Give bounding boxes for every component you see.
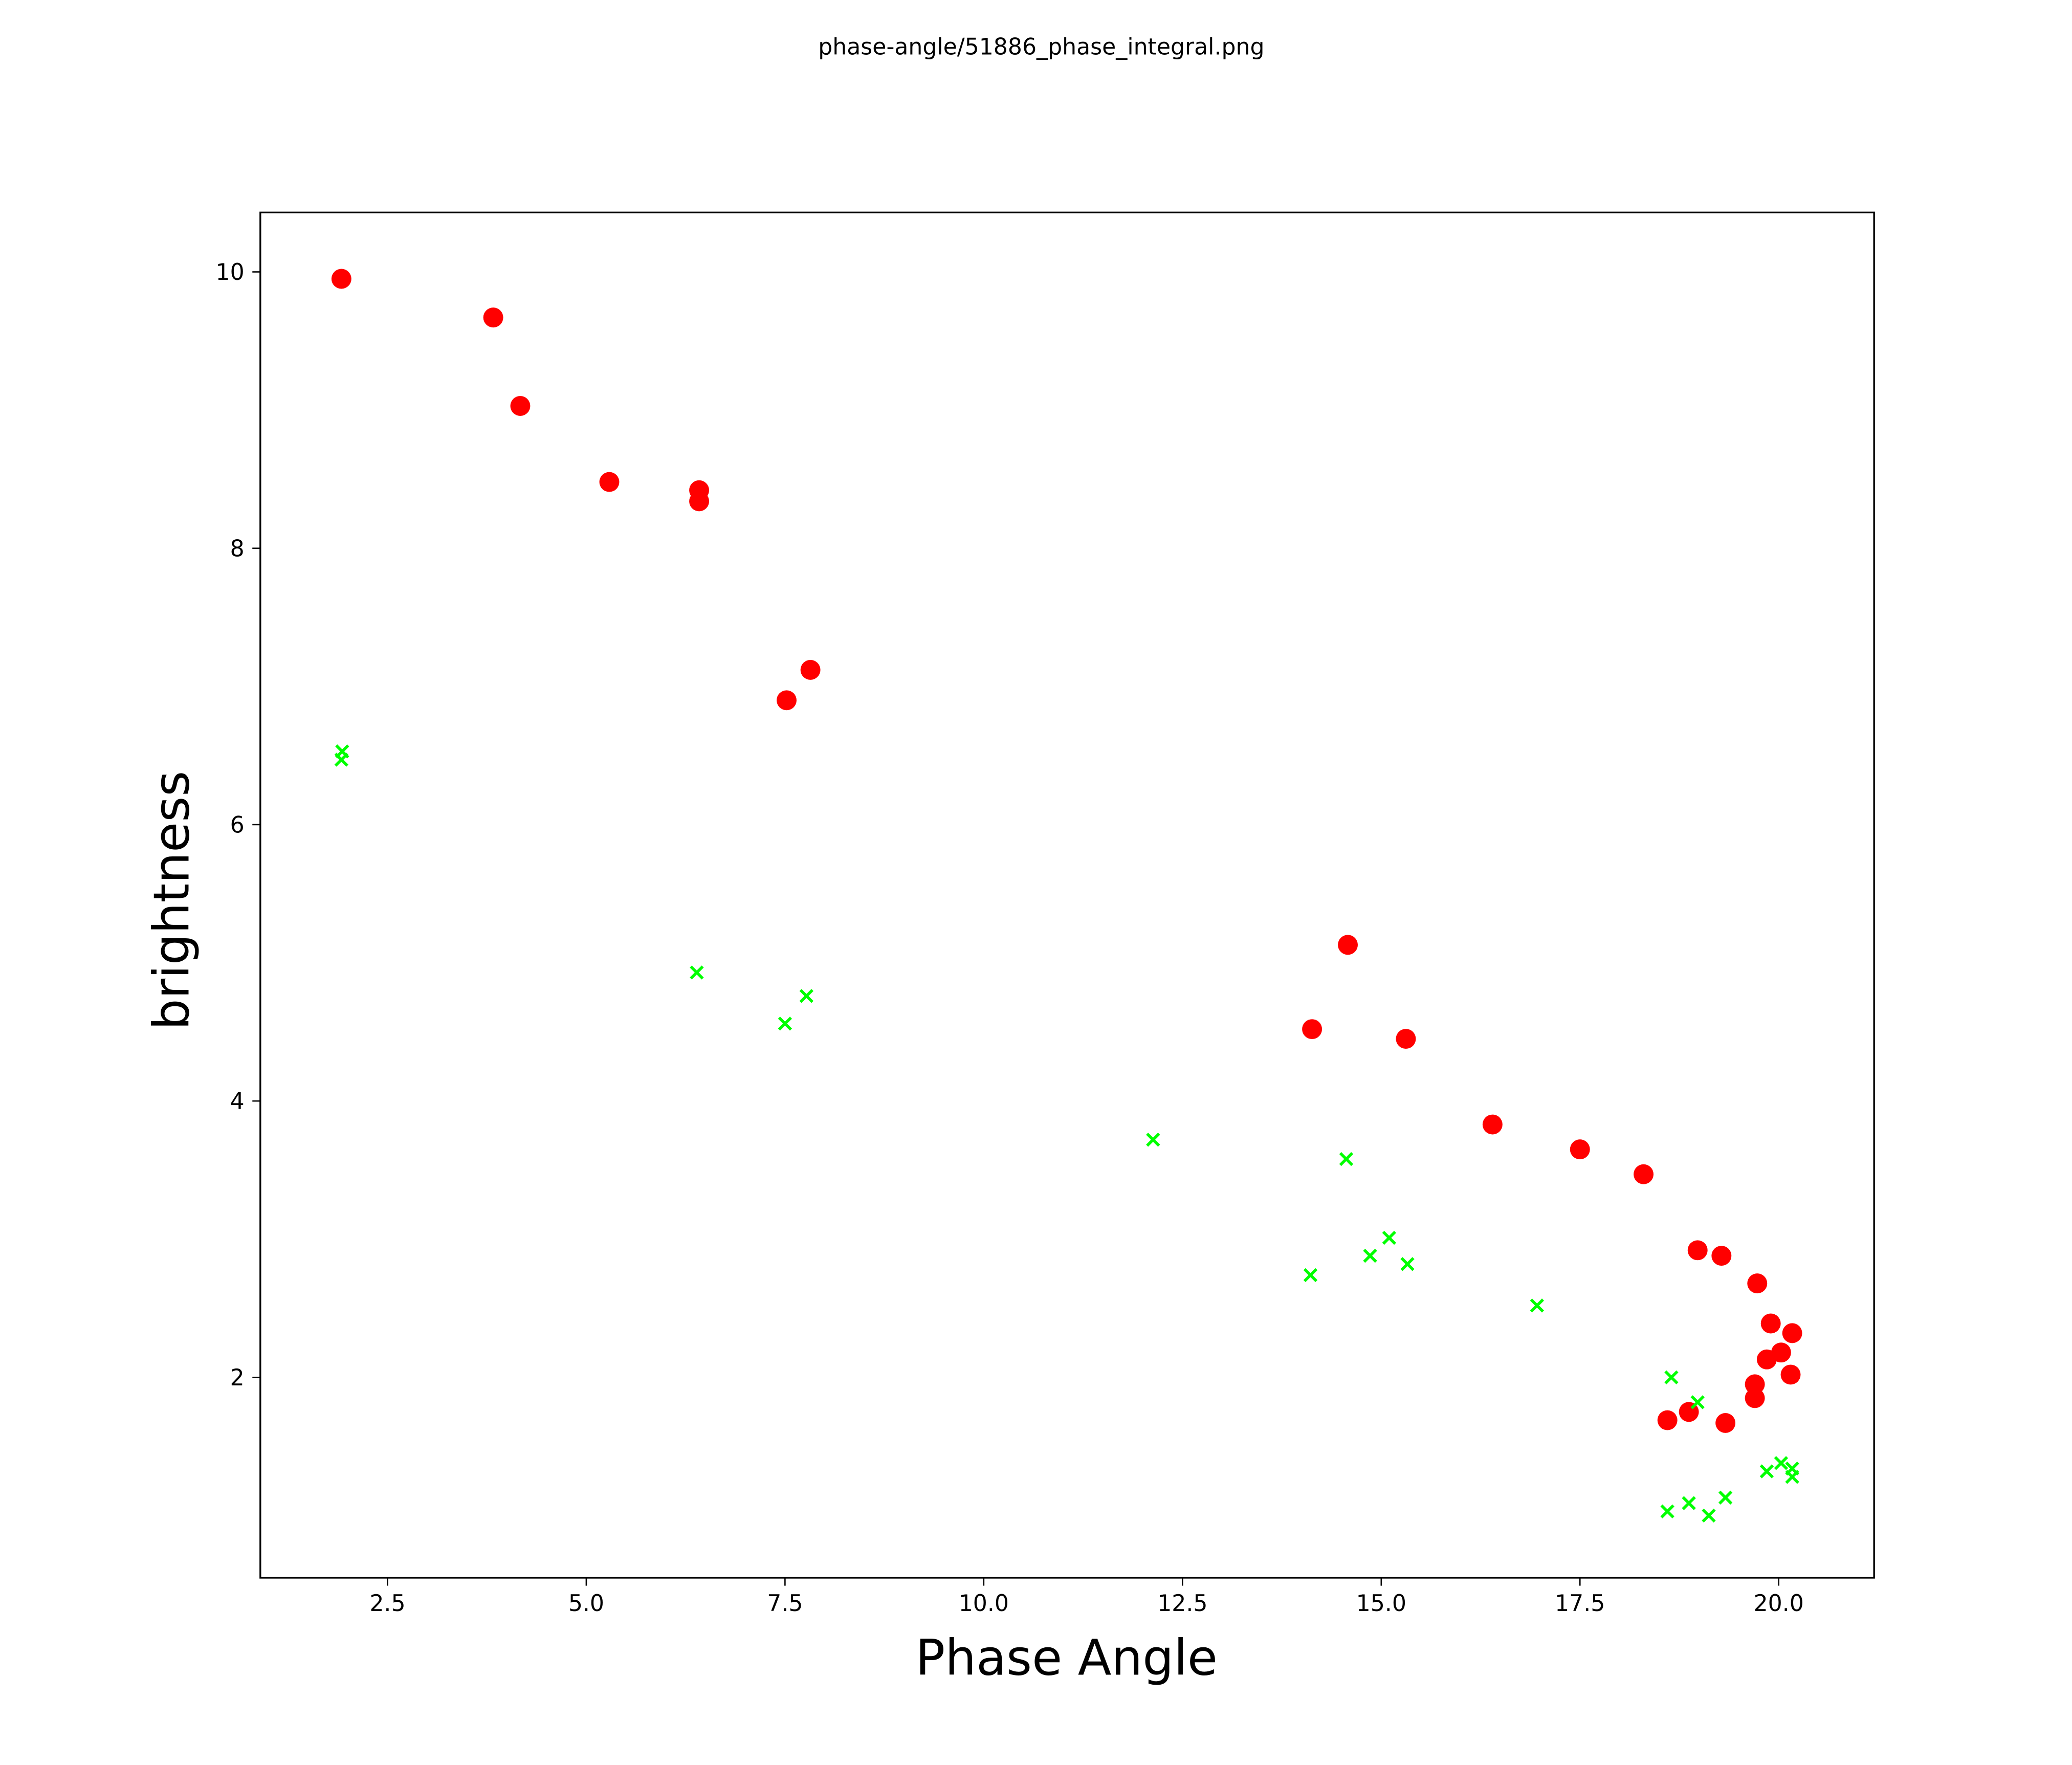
red-point [599,472,620,492]
data-points [331,269,1802,1523]
red-point [483,307,503,328]
x-tick-label: 5.0 [568,1591,604,1617]
green-x-point [1690,1395,1705,1409]
green-x-point [778,1017,792,1031]
red-point [510,396,531,416]
red-point [331,269,351,289]
red-point [800,659,821,680]
x-tick-label: 2.5 [369,1591,405,1617]
red-point [777,690,797,711]
x-tick-label: 15.0 [1356,1591,1406,1617]
red-point [1396,1029,1416,1049]
x-tick-label: 10.0 [959,1591,1009,1617]
red-point [1715,1413,1736,1433]
red-point [1482,1114,1503,1135]
red-point [1756,1349,1777,1370]
chart-title: phase-angle/51886_phase_integral.png [818,34,1264,60]
y-tick-label: 10 [216,259,245,285]
green-x-point [1363,1248,1377,1263]
red-point [1780,1364,1801,1385]
green-x-point [1774,1456,1789,1470]
green-x-point [1759,1464,1774,1479]
y-axis-label: brightness [143,771,201,1030]
green-x-point [1303,1268,1318,1283]
red-point [1782,1323,1802,1343]
red-point [1747,1273,1768,1294]
red-point [1302,1019,1322,1040]
green-x-point [1660,1504,1674,1519]
x-axis-label: Phase Angle [915,1629,1218,1686]
green-x-point [1702,1508,1716,1523]
green-x-point [1785,1470,1799,1484]
red-point [1711,1246,1732,1266]
red-point [1745,1374,1765,1395]
plot-frame [259,211,1875,1579]
y-tick-label: 6 [230,812,245,838]
x-tick-label: 17.5 [1555,1591,1605,1617]
y-axis-ticks: 2 4 6 8 10 [216,259,260,1391]
red-point [1570,1139,1590,1160]
red-point [1760,1313,1781,1334]
y-tick-label: 2 [230,1365,245,1391]
red-point [1687,1240,1708,1261]
green-x-point [1530,1298,1545,1313]
red-point [1657,1410,1678,1430]
y-tick-label: 8 [230,536,245,562]
x-tick-label: 20.0 [1754,1591,1804,1617]
green-x-point [334,753,349,767]
green-x-point [1664,1370,1679,1385]
red-point [1634,1164,1654,1184]
x-tick-label: 7.5 [767,1591,803,1617]
x-tick-label: 12.5 [1157,1591,1207,1617]
green-x-point [1718,1490,1733,1505]
green-x-point [1339,1152,1354,1166]
green-x-point [1382,1230,1397,1245]
green-x-point [1400,1257,1415,1271]
red-point [1338,935,1358,955]
green-x-point [1146,1133,1160,1147]
green-x-point [1682,1496,1696,1510]
green-x-point [690,965,704,980]
x-axis-ticks: 2.5 5.0 7.5 10.0 12.5 15.0 17.5 20.0 [369,1577,1804,1617]
green-x-point [799,989,814,1003]
red-point [1745,1388,1765,1408]
y-tick-label: 4 [230,1089,245,1115]
red-point [689,491,710,512]
